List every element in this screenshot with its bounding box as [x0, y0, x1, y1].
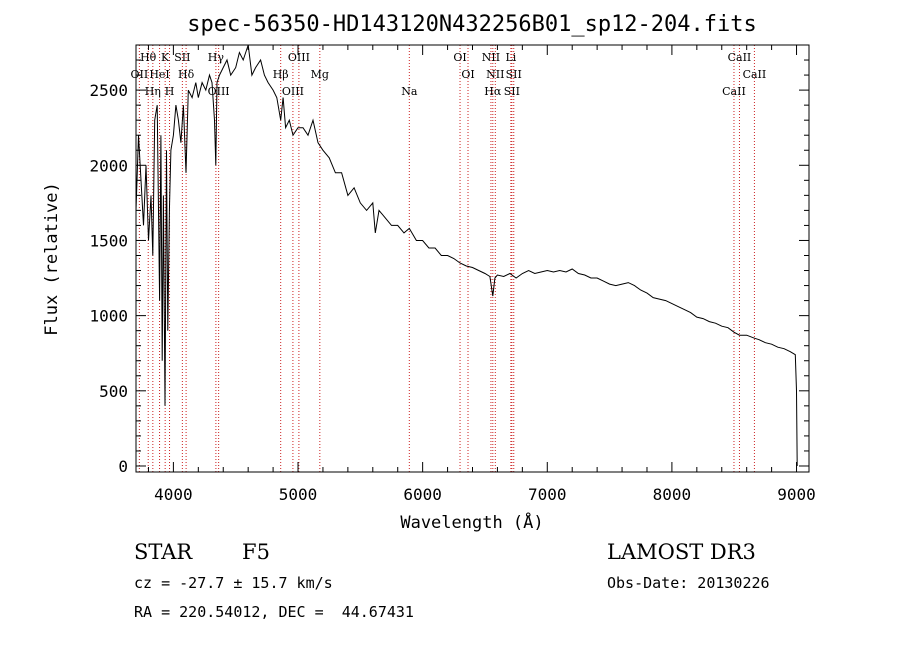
- x-tick-label: 7000: [528, 485, 567, 504]
- spectral-line-label: CaII: [722, 85, 746, 98]
- spectral-line-label: Hη: [145, 85, 161, 98]
- spectral-lines-layer: [138, 45, 755, 472]
- spectral-line-label: Hα: [484, 85, 502, 98]
- y-tick-label: 1500: [89, 231, 128, 250]
- survey-name: LAMOST DR3: [607, 540, 756, 564]
- x-tick-label: 9000: [777, 485, 816, 504]
- coordinates: RA = 220.54012, DEC = 44.67431: [134, 603, 414, 621]
- axis-ticks: 4000 5000 6000 7000 8000 9000 0 500 1000 1500 2000…: [89, 45, 816, 504]
- spectral-line-label: Hθ: [140, 51, 157, 64]
- y-tick-label: 1000: [89, 307, 128, 326]
- spectral-line-label: SII: [174, 51, 190, 64]
- spectral-line-label: Li: [505, 51, 516, 64]
- spectral-line-label: Hγ: [208, 51, 225, 64]
- spectral-line-label: OI: [453, 51, 466, 64]
- spectral-line-label: OII: [131, 68, 149, 81]
- x-tick-label: 4000: [154, 485, 193, 504]
- x-axis-label: Wavelength (Å): [400, 511, 543, 533]
- spectral-line-label: SII: [504, 85, 520, 98]
- spectral-line-label: CaII: [743, 68, 767, 81]
- spectral-line-label: Hδ: [178, 68, 195, 81]
- spectral-line-label: OI: [461, 68, 474, 81]
- spectral-line-label: SII: [506, 68, 522, 81]
- spectral-line-label: Hβ: [273, 68, 289, 81]
- spectral-line-label: OIII: [208, 85, 230, 98]
- y-axis-label: Flux (relative): [42, 182, 62, 336]
- x-tick-label: 8000: [653, 485, 692, 504]
- spectral-line-label: HeI: [149, 68, 169, 81]
- y-tick-label: 0: [118, 457, 128, 476]
- spectral-line-label: Na: [401, 85, 418, 98]
- object-subclass: F5: [242, 540, 270, 564]
- y-tick-label: 500: [99, 382, 128, 401]
- spectral-line-label: Mg: [311, 68, 329, 81]
- spectral-line-label: OIII: [282, 85, 304, 98]
- y-tick-label: 2000: [89, 156, 128, 175]
- spectral-line-labels: HθOIIHηKHeIHSIIHδOIIIHγHβOIIIOIIIMgNaOIO…: [131, 51, 767, 98]
- spectral-line-label: NII: [482, 51, 500, 64]
- plot-frame: [135, 44, 810, 473]
- spectral-line-label: NII: [486, 68, 504, 81]
- spectrum-line: [135, 44, 798, 467]
- x-tick-label: 6000: [403, 485, 442, 504]
- object-class: STAR: [134, 540, 193, 564]
- spectral-line-label: K: [161, 51, 170, 64]
- x-tick-label: 5000: [279, 485, 318, 504]
- spectral-line-label: CaII: [728, 51, 752, 64]
- spectral-line-label: OIII: [288, 51, 310, 64]
- observation-date: Obs-Date: 20130226: [607, 574, 770, 592]
- redshift-velocity: cz = -27.7 ± 15.7 km/s: [134, 574, 333, 592]
- spectral-line-label: H: [165, 85, 175, 98]
- chart-title: spec-56350-HD143120N432256B01_sp12-204.f…: [187, 12, 757, 37]
- y-tick-label: 2500: [89, 81, 128, 100]
